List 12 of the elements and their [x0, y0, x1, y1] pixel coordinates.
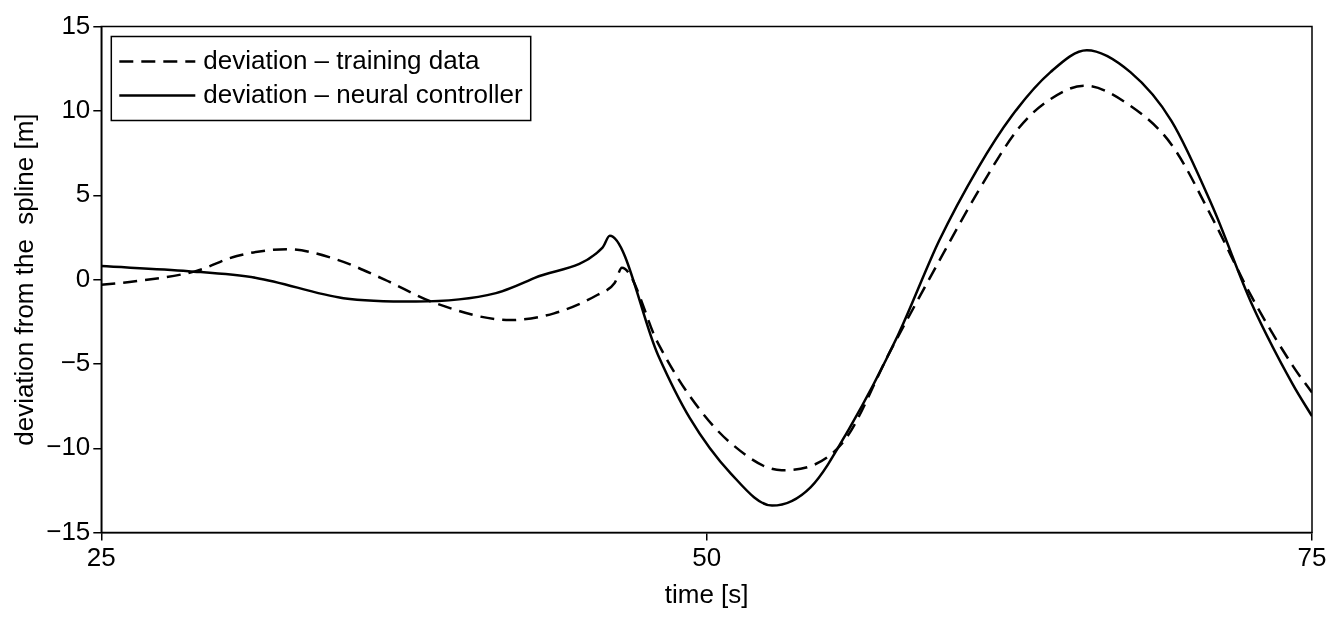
y-tick-label: −5	[60, 347, 91, 378]
y-tick-label: 5	[75, 178, 91, 209]
legend-label: deviation – training data	[203, 44, 480, 75]
y-tick-label: 10	[61, 94, 91, 125]
y-axis-title: deviation from the spline [m]	[8, 113, 39, 446]
y-tick-label: −10	[46, 431, 91, 462]
y-tick-label: 0	[75, 262, 91, 293]
x-tick-label: 75	[1297, 542, 1327, 573]
y-tick-label: 15	[61, 9, 91, 40]
x-tick-label: 50	[692, 542, 722, 573]
x-axis-title: time [s]	[664, 578, 749, 609]
legend-label: deviation – neural controller	[203, 78, 524, 109]
